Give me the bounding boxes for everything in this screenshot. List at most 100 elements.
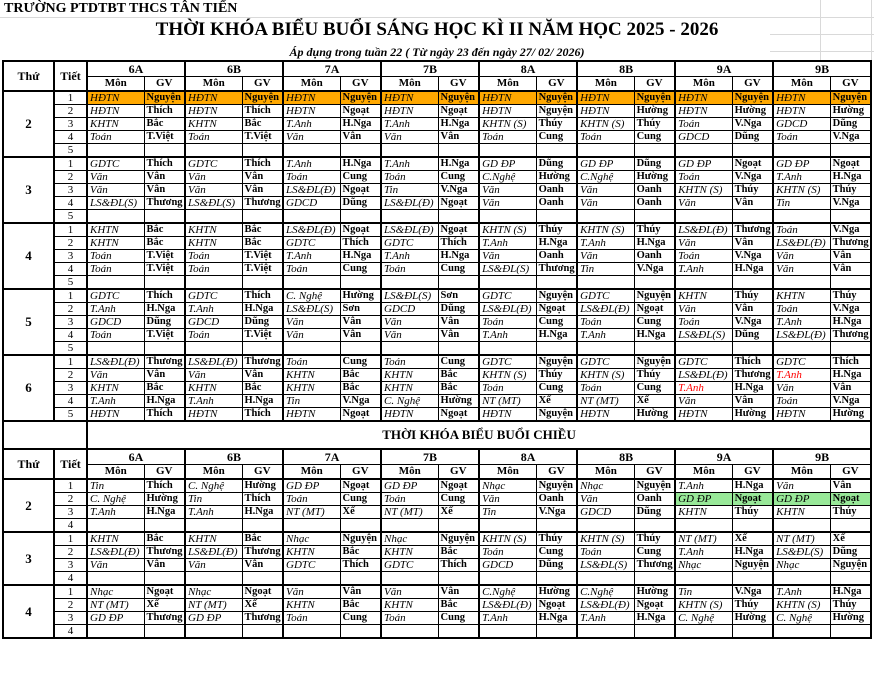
period-number: 2 bbox=[53, 236, 88, 250]
cell-teacher: Xế bbox=[633, 394, 676, 408]
cell-teacher bbox=[339, 518, 382, 533]
afternoon-title-row: THỜI KHÓA BIỂU BUỔI CHIỀU bbox=[2, 420, 873, 450]
spreadsheet-gridline bbox=[871, 0, 872, 60]
cell-subject: Toán bbox=[772, 394, 831, 408]
school-name: TRƯỜNG PTDTBT THCS TÂN TIẾN bbox=[4, 1, 238, 16]
cell-subject: C.Nghệ bbox=[576, 170, 635, 184]
cell-teacher: Nguyện bbox=[535, 354, 578, 369]
cell-subject: LS&ĐL(S) bbox=[86, 196, 145, 210]
cell-teacher: Thúy bbox=[829, 505, 872, 519]
cell-subject: Văn bbox=[282, 315, 341, 329]
cell-subject: HĐTN bbox=[282, 104, 341, 118]
cell-subject: KHTN bbox=[380, 381, 439, 395]
cell-subject bbox=[478, 275, 537, 290]
cell-subject: KHTN bbox=[86, 531, 145, 546]
cell-subject: HĐTN bbox=[86, 90, 145, 105]
cell-teacher: Ngoạt bbox=[535, 598, 578, 612]
cell-subject: NT (MT) bbox=[674, 531, 733, 546]
cell-teacher: Hường bbox=[829, 407, 872, 422]
cell-teacher: Thích bbox=[339, 236, 382, 250]
class-header-9A: 9A bbox=[674, 60, 774, 77]
cell-subject: T.Anh bbox=[184, 505, 243, 519]
cell-teacher bbox=[731, 341, 774, 356]
cell-subject bbox=[86, 571, 145, 586]
cell-subject: HĐTN bbox=[576, 90, 635, 105]
day-label: 3 bbox=[2, 156, 55, 224]
cell-teacher: Hường bbox=[731, 611, 774, 625]
timetable-header-row: Thứ Tiết 6A 6B 7A 7B 8A 8B 9A 9B bbox=[2, 60, 872, 92]
cell-teacher: Cung bbox=[339, 262, 382, 276]
class-header-9A: 9A bbox=[674, 448, 774, 465]
subject-subheader: Môn bbox=[674, 463, 733, 480]
class-header-9B: 9B bbox=[772, 448, 872, 465]
cell-teacher: Oanh bbox=[633, 196, 676, 210]
cell-teacher: Ngoạt bbox=[339, 104, 382, 118]
cell-subject: HĐTN bbox=[282, 407, 341, 422]
cell-teacher bbox=[241, 143, 284, 158]
cell-subject: Toán bbox=[184, 130, 243, 144]
cell-subject: GDTC bbox=[478, 354, 537, 369]
cell-teacher: T.Việt bbox=[241, 262, 284, 276]
cell-teacher: Dũng bbox=[339, 196, 382, 210]
cell-subject bbox=[674, 571, 733, 586]
cell-subject: KHTN bbox=[282, 598, 341, 612]
afternoon-title-corner bbox=[2, 420, 88, 450]
cell-subject: Văn bbox=[674, 236, 733, 250]
cell-subject: KHTN (S) bbox=[674, 183, 733, 197]
cell-subject bbox=[282, 518, 341, 533]
cell-teacher bbox=[535, 209, 578, 224]
cell-subject: KHTN (S) bbox=[772, 598, 831, 612]
period-number: 2 bbox=[53, 368, 88, 382]
spreadsheet-gridline bbox=[770, 51, 874, 52]
cell-teacher: Vân bbox=[241, 183, 284, 197]
cell-teacher: Thích bbox=[241, 407, 284, 422]
cell-teacher: Thương bbox=[143, 545, 186, 559]
cell-subject bbox=[576, 209, 635, 224]
cell-teacher: Thích bbox=[437, 236, 480, 250]
cell-teacher: Vân bbox=[339, 315, 382, 329]
cell-subject: T.Anh bbox=[772, 584, 831, 599]
class-header-6A: 6A bbox=[85, 448, 186, 465]
cell-teacher: H.Nga bbox=[241, 302, 284, 316]
timetable-row: 3 KHTN Bắc KHTN Bắc T.Anh H.Nga T.Anh H.Nga KHTN … bbox=[3, 117, 872, 131]
period-number: 4 bbox=[53, 394, 88, 408]
cell-teacher: Sơn bbox=[339, 302, 382, 316]
subject-subheader: Môn bbox=[380, 463, 439, 480]
cell-teacher: Cung bbox=[535, 130, 578, 144]
cell-subject: Toán bbox=[86, 262, 145, 276]
subject-subheader: Môn bbox=[576, 75, 635, 92]
timetable-row: 2 LS&ĐL(Đ) Thương LS&ĐL(Đ) Thương KHTN Bắc KHTN… bbox=[3, 545, 872, 559]
cell-subject: Toán bbox=[772, 222, 831, 237]
cell-subject: Văn bbox=[478, 183, 537, 197]
cell-subject: Toán bbox=[576, 381, 635, 395]
cell-teacher: Thích bbox=[143, 104, 186, 118]
subject-subheader: Môn bbox=[478, 75, 537, 92]
cell-subject: GD ĐP bbox=[478, 156, 537, 171]
teacher-subheader: GV bbox=[731, 75, 774, 92]
cell-subject: Văn bbox=[380, 315, 439, 329]
cell-subject: LS&ĐL(Đ) bbox=[86, 545, 145, 559]
cell-subject: C.Nghệ bbox=[478, 170, 537, 184]
cell-teacher: Cung bbox=[437, 492, 480, 506]
cell-teacher: Hường bbox=[829, 104, 872, 118]
cell-teacher: Thúy bbox=[535, 222, 578, 237]
cell-subject: GD ĐP bbox=[380, 478, 439, 493]
cell-subject: HĐTN bbox=[86, 407, 145, 422]
cell-subject: Toán bbox=[86, 328, 145, 342]
cell-subject: Nhạc bbox=[380, 531, 439, 546]
period-number: 2 bbox=[53, 492, 88, 506]
cell-teacher: V.Nga bbox=[829, 222, 872, 237]
cell-teacher: Dũng bbox=[731, 130, 774, 144]
cell-subject bbox=[380, 571, 439, 586]
cell-teacher: Vân bbox=[339, 328, 382, 342]
cell-teacher: Dũng bbox=[633, 505, 676, 519]
cell-subject: LS&ĐL(Đ) bbox=[282, 183, 341, 197]
cell-subject bbox=[478, 518, 537, 533]
cell-subject bbox=[380, 624, 439, 639]
timetable-row: 4 T.Anh H.Nga T.Anh H.Nga Tin V.Nga C. Nghệ Hườn… bbox=[3, 394, 872, 408]
cell-teacher: Thích bbox=[143, 407, 186, 422]
cell-teacher: Cung bbox=[339, 611, 382, 625]
period-number: 3 bbox=[53, 558, 88, 572]
cell-teacher: T.Việt bbox=[143, 262, 186, 276]
timetable-row: 2 NT (MT) Xế NT (MT) Xế KHTN Bắc KHTN Bắc LS&ĐL(Đ… bbox=[3, 598, 872, 612]
